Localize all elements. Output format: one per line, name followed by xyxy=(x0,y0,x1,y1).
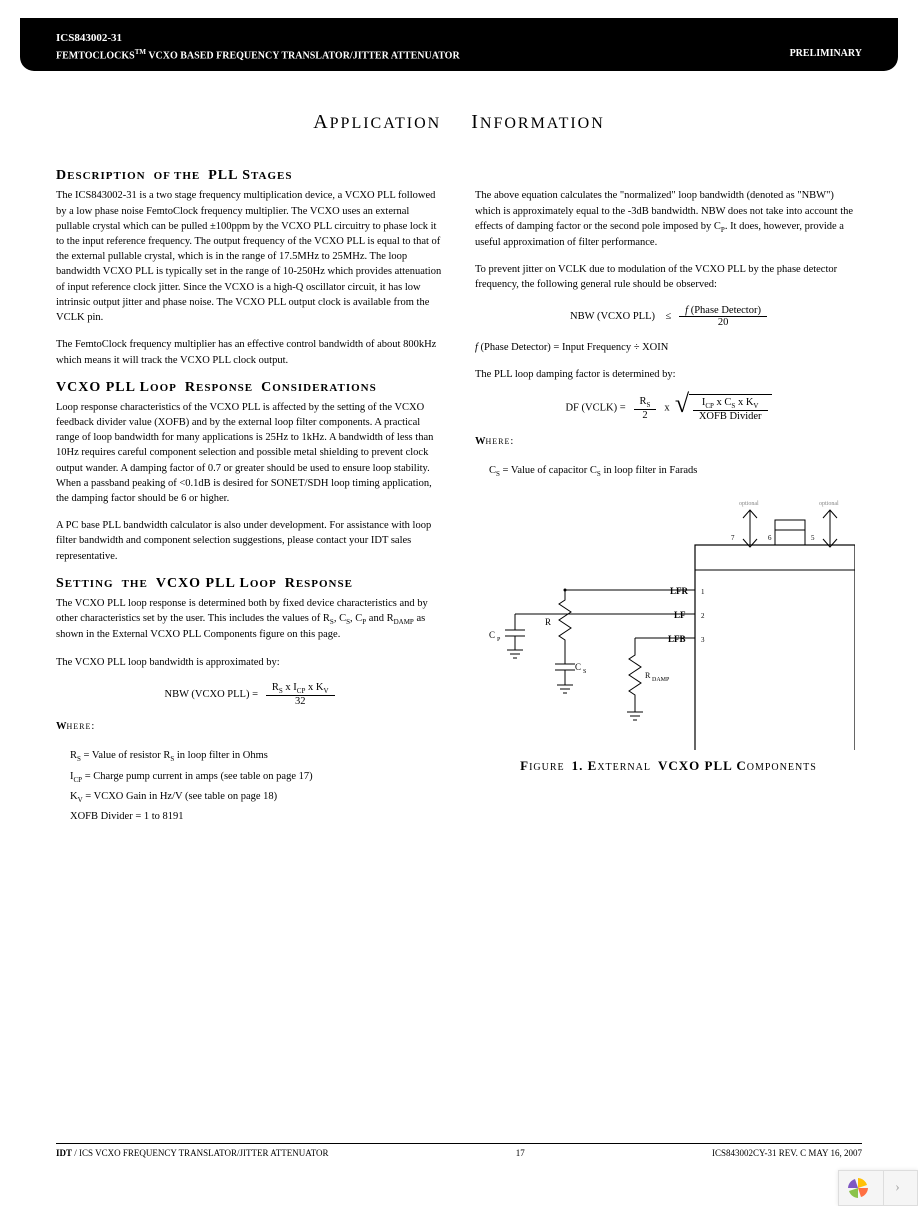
svg-text:1: 1 xyxy=(701,588,705,596)
header-preliminary: PRELIMINARY xyxy=(790,48,862,61)
svg-text:LFR: LFR xyxy=(670,586,689,596)
where-label: WHERE: xyxy=(56,719,443,734)
where-list-right: CS = Value of capacitor CS in loop filte… xyxy=(475,461,862,481)
heading-description-pll-stages: DESCRIPTION OF THE PLL STAGES xyxy=(56,168,443,184)
para-right-1: The above equation calculates the "norma… xyxy=(475,188,862,250)
nav-widget[interactable]: › xyxy=(838,1170,918,1206)
para-setting-2: The VCXO PLL loop bandwidth is approxima… xyxy=(56,655,443,670)
chevron-right-icon: › xyxy=(895,1180,900,1196)
circuit-diagram: 7 6 5 optional optional 1 LFR R xyxy=(475,490,855,750)
svg-text:S: S xyxy=(583,669,586,675)
document-footer: IDT / ICS VCXO FREQUENCY TRANSLATOR/JITT… xyxy=(56,1143,862,1158)
heading-loop-response-considerations: VCXO PLL LOOP RESPONSE CONSIDERATIONS xyxy=(56,380,443,396)
pin-5: 5 xyxy=(811,534,815,542)
section-title: APPLICATION INFORMATION xyxy=(56,111,862,134)
svg-text:LFB: LFB xyxy=(668,634,686,644)
para-right-3: f (Phase Detector) = Input Frequency ÷ X… xyxy=(475,340,862,355)
right-column: The above equation calculates the "norma… xyxy=(475,168,862,827)
page-body: APPLICATION INFORMATION DESCRIPTION OF T… xyxy=(0,71,918,827)
svg-text:P: P xyxy=(497,637,501,643)
figure-caption: FIGURE 1. EXTERNAL VCXO PLL COMPONENTS xyxy=(475,758,862,774)
para-considerations-2: A PC base PLL bandwidth calculator is al… xyxy=(56,518,443,564)
equation-nbw-limit: NBW (VCXO PLL) ≤ f (Phase Detector) 20 xyxy=(475,305,862,328)
footer-right: ICS843002CY-31 REV. C MAY 16, 2007 xyxy=(712,1148,862,1158)
where-list-left: RS = Value of resistor RS in loop filter… xyxy=(56,746,443,827)
svg-text:DAMP: DAMP xyxy=(652,677,670,683)
next-button[interactable]: › xyxy=(883,1171,911,1205)
footer-left: IDT / ICS VCXO FREQUENCY TRANSLATOR/JITT… xyxy=(56,1148,329,1158)
pin-7: 7 xyxy=(731,534,735,542)
equation-nbw: NBW (VCXO PLL) = RS x ICP x KV 32 xyxy=(56,682,443,707)
svg-text:C: C xyxy=(489,630,495,640)
para-right-2: To prevent jitter on VCLK due to modulat… xyxy=(475,262,862,292)
left-column: DESCRIPTION OF THE PLL STAGES The ICS843… xyxy=(56,168,443,827)
para-considerations-1: Loop response characteristics of the VCX… xyxy=(56,400,443,507)
footer-page-number: 17 xyxy=(516,1148,525,1158)
para-setting-1: The VCXO PLL loop response is determined… xyxy=(56,596,443,643)
document-header: ICS843002-31 FEMTOCLOCKSTM VCXO BASED FR… xyxy=(20,18,898,71)
equation-damping-factor: DF (VCLK) = RS 2 x √ ICP x CS x KV XOFB … xyxy=(475,394,862,422)
heading-setting-loop-response: SETTING THE VCXO PLL LOOP RESPONSE xyxy=(56,576,443,592)
svg-text:C: C xyxy=(575,662,581,672)
svg-text:optional: optional xyxy=(819,501,839,507)
part-number: ICS843002-31 xyxy=(56,32,862,44)
para-right-4: The PLL loop damping factor is determine… xyxy=(475,367,862,382)
header-subtitle: FEMTOCLOCKSTM VCXO BASED FREQUENCY TRANS… xyxy=(56,48,460,61)
svg-text:LF: LF xyxy=(674,610,686,620)
logo-icon xyxy=(845,1175,871,1201)
svg-text:optional: optional xyxy=(739,501,759,507)
svg-text:2: 2 xyxy=(701,612,705,620)
para-description-2: The FemtoClock frequency multiplier has … xyxy=(56,337,443,367)
where-label-right: WHERE: xyxy=(475,434,862,449)
svg-text:R: R xyxy=(645,671,651,680)
pin-6: 6 xyxy=(768,534,772,542)
para-description-1: The ICS843002-31 is a two stage frequenc… xyxy=(56,188,443,325)
svg-text:3: 3 xyxy=(701,636,705,644)
svg-text:R: R xyxy=(545,617,551,627)
